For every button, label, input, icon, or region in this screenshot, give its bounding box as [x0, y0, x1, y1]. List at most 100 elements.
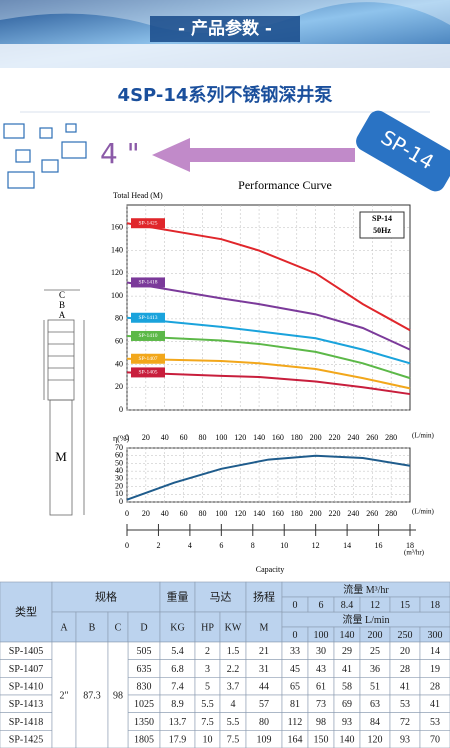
flow-header: 18 — [430, 600, 440, 611]
curve — [126, 222, 411, 332]
x-tick-label: 240 — [347, 509, 359, 518]
diagram-label: M — [55, 449, 67, 464]
y-tick-label: 20 — [115, 382, 123, 391]
table-cell: 505 — [137, 646, 152, 657]
banner-text: - 产品参数 - — [178, 18, 272, 39]
table-cell: 5.5 — [227, 717, 240, 728]
x-tick-label: 40 — [161, 509, 169, 518]
pump-diagram — [43, 289, 85, 516]
header-cell — [159, 581, 196, 613]
x-tick-label: 280 — [385, 509, 397, 518]
sub-header: D — [140, 622, 147, 633]
y-tick-label: 80 — [115, 314, 123, 323]
curve — [126, 371, 411, 396]
flow-header: 12 — [370, 600, 380, 611]
sub-header: HP — [201, 622, 214, 633]
y-axis-label: Total Head (M) — [113, 191, 163, 200]
x-tick-label: 200 — [310, 433, 322, 442]
curve-label: SP-1407 — [139, 356, 158, 362]
y-tick-label: 40 — [115, 466, 123, 475]
x-tick-label: 180 — [291, 509, 303, 518]
x2-tick-label: 2 — [156, 541, 160, 550]
x-tick-label: 220 — [329, 509, 341, 518]
y-tick-label: 70 — [115, 443, 123, 452]
y-tick-label: 30 — [115, 474, 123, 483]
table-cell: 87.3 — [83, 690, 101, 701]
legend-title: SP-14 — [372, 214, 392, 223]
table-cell: SP-1425 — [9, 734, 43, 745]
y-tick-label: 140 — [111, 245, 123, 254]
y-axis-label: η(%) — [113, 434, 130, 443]
table-cell: SP-1413 — [9, 699, 43, 710]
table-cell: 120 — [368, 734, 383, 745]
diagram-label: C — [59, 290, 65, 300]
x2-tick-label: 16 — [375, 541, 383, 550]
x-tick-label: 140 — [253, 433, 265, 442]
table-cell: 21 — [259, 646, 269, 657]
table-cell: 164 — [288, 734, 303, 745]
flow-header: 200 — [368, 630, 383, 641]
table-cell: 65 — [290, 681, 300, 692]
curve — [126, 357, 411, 390]
table-cell: 19 — [430, 664, 440, 675]
x-tick-label: 220 — [329, 433, 341, 442]
x-tick-label: 160 — [272, 433, 284, 442]
x-unit: (L/min) — [412, 508, 434, 516]
table-cell: 53 — [430, 717, 440, 728]
table-cell: 30 — [316, 646, 326, 657]
table-cell: 20 — [400, 646, 410, 657]
table-cell: 80 — [259, 717, 269, 728]
table-cell: 7.5 — [227, 734, 240, 745]
sub-header-cell — [219, 611, 247, 643]
flow-header: 100 — [314, 630, 329, 641]
y-tick-label: 100 — [111, 291, 123, 300]
curve — [126, 334, 411, 380]
x2-tick-label: 6 — [219, 541, 223, 550]
curve-label-bg — [131, 330, 165, 341]
sub-header-cell — [245, 611, 283, 643]
y-tick-label: 160 — [111, 223, 123, 232]
table-cell: 150 — [314, 734, 329, 745]
table-cell: 6.8 — [171, 664, 184, 675]
y-tick-label: 60 — [115, 451, 123, 460]
table-cell: 635 — [137, 664, 152, 675]
table-cell: 10 — [203, 734, 213, 745]
sub-header: M — [260, 622, 269, 633]
table-cell: 51 — [370, 681, 380, 692]
curve — [126, 281, 411, 351]
table-cell: 140 — [340, 734, 355, 745]
table-cell: 84 — [370, 717, 380, 728]
flow-header: 6 — [319, 600, 324, 611]
table-cell: 69 — [342, 699, 352, 710]
table-cell: 57 — [259, 699, 269, 710]
x-tick-label: 100 — [215, 433, 227, 442]
table-cell: 98 — [113, 690, 123, 701]
x-tick-label: 260 — [366, 433, 378, 442]
x-tick-label: 0 — [125, 509, 129, 518]
curve-label: SP-1418 — [139, 280, 158, 286]
plot-frame — [126, 447, 411, 503]
curve-label-bg — [131, 218, 165, 229]
x-tick-label: 200 — [310, 509, 322, 518]
table-cell: 13.7 — [169, 717, 187, 728]
table-cell: 41 — [342, 664, 352, 675]
table-cell: 109 — [257, 734, 272, 745]
table-cell: 7.4 — [171, 681, 184, 692]
table-cell: 5 — [205, 681, 210, 692]
sub-header-cell — [51, 611, 77, 643]
x2-unit: (m³/hr) — [404, 549, 425, 557]
x-tick-label: 0 — [125, 433, 129, 442]
table-cell: 3.7 — [227, 681, 240, 692]
table-cell: 73 — [316, 699, 326, 710]
flow-header: 250 — [398, 630, 413, 641]
y-tick-label: 0 — [119, 405, 123, 414]
table-cell: 53 — [400, 699, 410, 710]
sub-header: A — [60, 622, 68, 633]
x2-tick-label: 10 — [280, 541, 288, 550]
header: 流量 L/min — [343, 613, 390, 626]
table-cell: 36 — [370, 664, 380, 675]
flow-header: 0 — [293, 600, 298, 611]
flow-header: 140 — [340, 630, 355, 641]
x-tick-label: 120 — [234, 509, 246, 518]
